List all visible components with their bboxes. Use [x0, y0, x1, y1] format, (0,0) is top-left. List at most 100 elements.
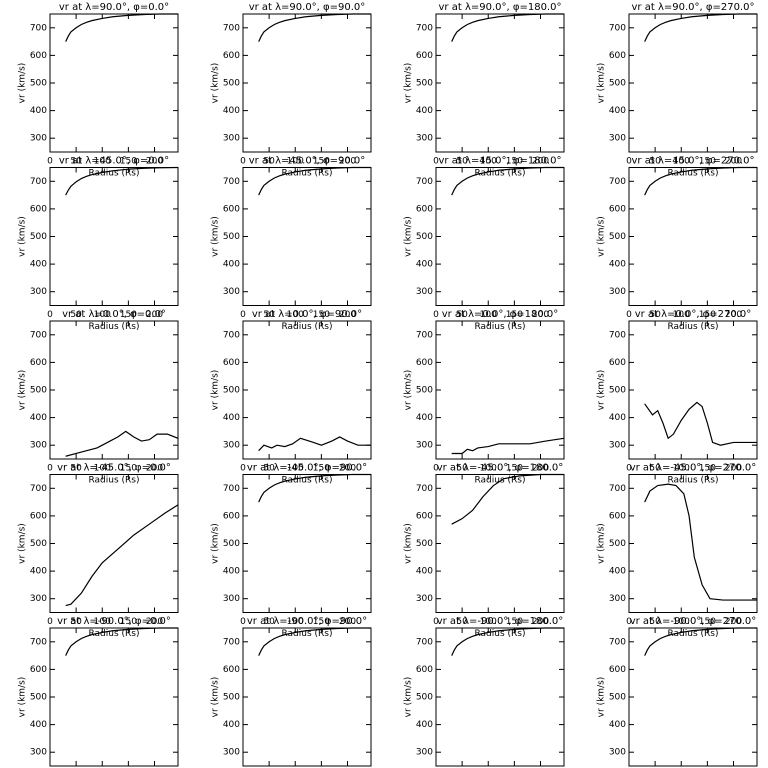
panel-title: vr at λ=0.0°, φ=270.0°	[635, 309, 752, 320]
x-tick-label: 200	[532, 157, 549, 167]
y-axis-label: vr (km/s)	[404, 216, 414, 257]
panel-title: vr at λ=90.0°, φ=90.0°	[249, 2, 366, 13]
y-tick-label: 600	[416, 204, 433, 214]
y-axis-label: vr (km/s)	[404, 63, 414, 104]
x-tick-label: 150	[506, 157, 523, 167]
y-tick-label: 600	[30, 204, 47, 214]
plot-frame	[435, 320, 565, 460]
y-tick-label: 700	[223, 23, 240, 33]
x-tick-label: 0	[240, 464, 246, 474]
y-tick-label: 500	[416, 386, 433, 396]
x-tick-label: 150	[120, 157, 137, 167]
x-tick-label: 200	[339, 310, 356, 320]
y-tick-label: 400	[223, 413, 240, 423]
y-tick-label: 500	[30, 693, 47, 703]
y-axis-label: vr (km/s)	[18, 63, 28, 104]
panel-title: vr at λ=45.0°, φ=90.0°	[249, 156, 366, 167]
x-tick-label: 100	[480, 310, 497, 320]
x-tick-label: 150	[120, 310, 137, 320]
y-tick-label: 700	[416, 484, 433, 494]
panel-title: vr at λ=-90.0°, φ=90.0°	[247, 616, 367, 627]
panel-title: vr at λ=-45.0°, φ=0.0°	[57, 463, 171, 474]
y-tick-label: 700	[609, 23, 626, 33]
y-axis-label: vr (km/s)	[18, 523, 28, 564]
y-tick-label: 600	[609, 358, 626, 368]
x-tick-label: 50	[263, 464, 275, 474]
y-tick-label: 400	[416, 567, 433, 577]
x-tick-label: 50	[263, 617, 275, 627]
plot-frame	[435, 474, 565, 613]
x-tick-label: 100	[287, 310, 304, 320]
panel-title: vr at λ=-90.0°, φ=270.0°	[630, 616, 757, 627]
y-tick-label: 300	[609, 441, 626, 451]
y-tick-label: 300	[30, 441, 47, 451]
y-axis-label: vr (km/s)	[18, 370, 28, 411]
y-tick-label: 700	[416, 330, 433, 340]
y-tick-label: 700	[609, 330, 626, 340]
y-tick-label: 500	[30, 539, 47, 549]
panel-title: vr at λ=90.0°, φ=180.0°	[439, 2, 562, 13]
y-tick-label: 400	[416, 106, 433, 116]
x-tick-label: 200	[725, 464, 742, 474]
y-tick-label: 600	[416, 511, 433, 521]
x-tick-label: 200	[339, 157, 356, 167]
y-tick-label: 400	[223, 106, 240, 116]
panel-title: vr at λ=-45.0°, φ=90.0°	[247, 463, 367, 474]
data-line	[451, 13, 564, 42]
y-tick-label: 300	[416, 748, 433, 758]
y-tick-label: 500	[223, 79, 240, 89]
y-axis-label: vr (km/s)	[404, 370, 414, 411]
x-tick-label: 50	[263, 310, 275, 320]
x-axis-label: Radius (Rs)	[667, 322, 718, 332]
x-tick-label: 200	[146, 157, 163, 167]
x-tick-label: 150	[313, 464, 330, 474]
x-tick-label: 50	[70, 310, 82, 320]
x-axis-label: Radius (Rs)	[281, 476, 332, 486]
y-tick-label: 500	[416, 539, 433, 549]
x-axis-label: Radius (Rs)	[474, 169, 525, 179]
x-axis-label: Radius (Rs)	[474, 322, 525, 332]
x-axis-label: Radius (Rs)	[88, 322, 139, 332]
y-tick-label: 700	[30, 484, 47, 494]
x-tick-label: 50	[70, 617, 82, 627]
y-tick-label: 500	[609, 79, 626, 89]
y-tick-label: 500	[223, 386, 240, 396]
data-line	[65, 504, 179, 607]
y-tick-label: 500	[609, 539, 626, 549]
x-tick-label: 150	[699, 617, 716, 627]
panel-title: vr at λ=45.0°, φ=180.0°	[439, 156, 562, 167]
x-axis-label: Radius (Rs)	[281, 169, 332, 179]
y-tick-label: 300	[609, 748, 626, 758]
x-tick-label: 100	[94, 464, 111, 474]
data-line	[451, 627, 564, 656]
panel-title: vr at λ=-90.0°, φ=0.0°	[57, 616, 171, 627]
y-tick-label: 700	[416, 177, 433, 187]
y-tick-label: 600	[223, 665, 240, 675]
y-tick-label: 700	[223, 637, 240, 647]
y-tick-label: 700	[416, 637, 433, 647]
panel-title: vr at λ=0.0°, φ=90.0°	[252, 309, 362, 320]
y-tick-label: 400	[416, 720, 433, 730]
x-tick-label: 200	[339, 617, 356, 627]
y-tick-label: 600	[609, 511, 626, 521]
x-axis-label: Radius (Rs)	[667, 476, 718, 486]
data-line	[258, 436, 371, 452]
x-tick-label: 50	[70, 157, 82, 167]
x-axis-label: Radius (Rs)	[88, 169, 139, 179]
y-tick-label: 400	[30, 567, 47, 577]
x-tick-label: 150	[506, 617, 523, 627]
x-tick-label: 0	[47, 617, 53, 627]
y-tick-label: 400	[30, 413, 47, 423]
x-tick-label: 200	[725, 310, 742, 320]
panel-title: vr at λ=45.0°, φ=0.0°	[59, 156, 169, 167]
y-tick-label: 700	[609, 177, 626, 187]
x-tick-label: 150	[313, 157, 330, 167]
y-axis-label: vr (km/s)	[211, 63, 221, 104]
panel-title: vr at λ=0.0°, φ=180.0°	[442, 309, 559, 320]
x-tick-label: 150	[120, 464, 137, 474]
x-axis-label: Radius (Rs)	[281, 629, 332, 639]
y-axis-label: vr (km/s)	[404, 523, 414, 564]
data-line	[65, 13, 178, 42]
y-tick-label: 500	[609, 693, 626, 703]
y-tick-label: 500	[30, 386, 47, 396]
